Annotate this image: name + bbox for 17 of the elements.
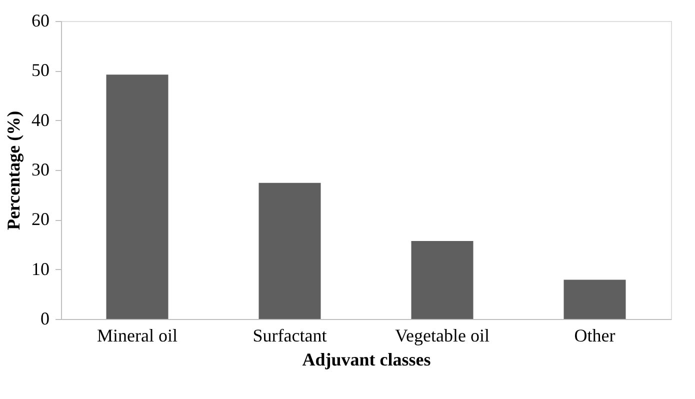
x-axis-title: Adjuvant classes [302,350,431,370]
y-tick-label: 20 [32,209,50,230]
y-tick-label: 30 [32,160,50,180]
y-tick-label: 40 [32,110,50,130]
x-tick-label: Mineral oil [97,326,178,346]
bar [411,241,474,319]
x-tick-label: Other [574,326,616,346]
y-tick-label: 50 [32,60,50,80]
bar [106,74,168,319]
y-tick-label: 0 [40,308,50,328]
y-tick-label: 10 [32,258,50,279]
bar [564,280,626,319]
y-axis-title: Percentage (%) [4,110,24,230]
x-tick-label: Surfactant [252,326,327,346]
y-tick-label: 60 [32,10,50,30]
bar [258,182,321,319]
x-tick-label: Vegetable oil [395,326,490,346]
